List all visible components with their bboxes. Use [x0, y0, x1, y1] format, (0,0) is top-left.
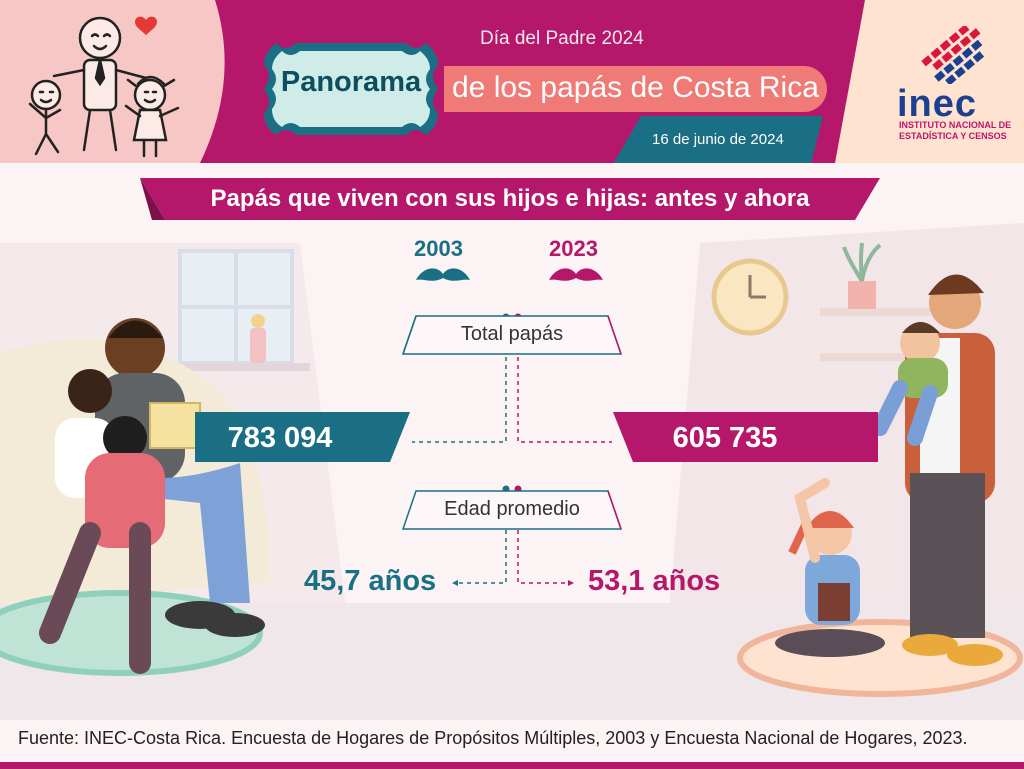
total-label-box: [402, 315, 622, 355]
average-age-label: Edad promedio: [444, 498, 580, 520]
panorama-badge-shape: [264, 43, 438, 135]
age-label-box: [402, 490, 622, 530]
total-fathers-label: Total papás: [460, 323, 564, 345]
year-2003-label: 2003: [414, 236, 463, 261]
year-2023-label: 2023: [549, 236, 598, 261]
room-background-illustration: [0, 163, 1024, 720]
section-title: Papás que viven con sus hijos e hijas: a…: [210, 185, 810, 212]
family-drawing-illustration: [0, 0, 225, 163]
page-title: de los papás de Costa Rica: [452, 71, 819, 104]
source-note: Fuente: INEC-Costa Rica. Encuesta de Hog…: [18, 728, 968, 748]
event-subtitle: Día del Padre 2024: [480, 28, 644, 49]
average-age-2003: 45,7 años: [304, 565, 437, 597]
inec-logo-text: inec: [897, 83, 978, 125]
mustache-teal-icon: [416, 268, 470, 281]
total-2003-box: [195, 412, 410, 462]
footer-bar: [0, 762, 1024, 769]
total-fathers-2003: 783 094: [227, 422, 333, 454]
inec-logo-icon: [921, 26, 985, 84]
date-banner-shape: [613, 116, 823, 164]
total-2023-box: [613, 412, 878, 462]
publication-date: 16 de junio de 2024: [652, 131, 784, 148]
inec-logo-subtitle-2: ESTADÍSTICA Y CENSOS: [899, 131, 1007, 141]
panorama-badge-label: Panorama: [280, 66, 422, 98]
section-title-bar: [140, 178, 880, 220]
average-age-2023: 53,1 años: [588, 565, 721, 597]
total-fathers-2023: 605 735: [672, 422, 778, 454]
mustache-magenta-icon: [549, 268, 603, 281]
inec-logo-subtitle-1: INSTITUTO NACIONAL DE: [899, 120, 1012, 130]
title-pill: [444, 66, 827, 112]
